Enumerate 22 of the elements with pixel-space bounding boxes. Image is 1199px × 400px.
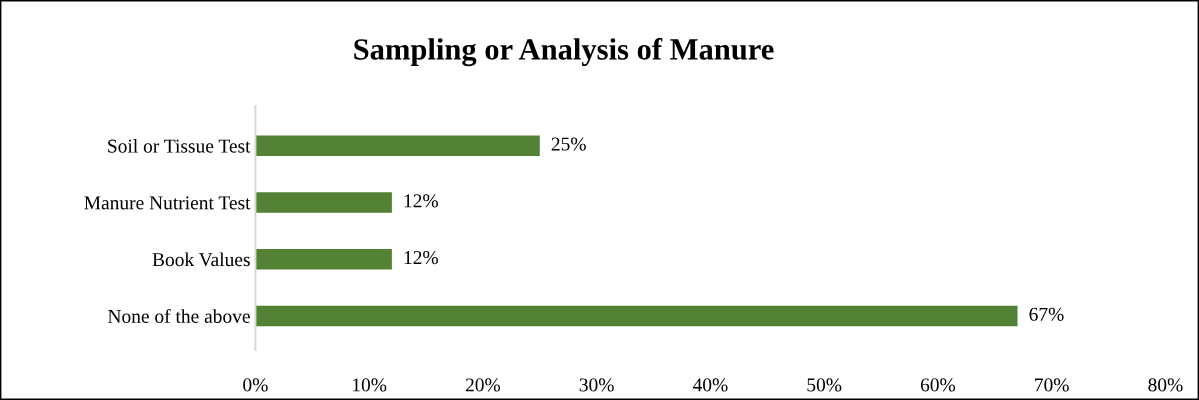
x-tick-label: 10%: [353, 378, 387, 392]
x-tick-label: 0%: [243, 378, 268, 392]
x-tick-label: 30%: [579, 378, 614, 392]
bar: [255, 305, 1018, 327]
y-tick-label: Manure Nutrient Test: [84, 196, 251, 210]
y-tick-label: None of the above: [108, 309, 250, 323]
chart-title: Sampling or Analysis of Manure: [354, 37, 774, 67]
x-tick-label: 50%: [807, 378, 842, 392]
bar: [255, 249, 392, 270]
data-label: 12%: [404, 250, 438, 265]
bar: [255, 135, 540, 156]
x-tick-label: 40%: [692, 378, 728, 392]
data-label: 12%: [404, 194, 438, 208]
x-tick-label: 70%: [1035, 378, 1069, 392]
y-tick-label: Soil or Tissue Test: [108, 138, 251, 153]
data-label: 25%: [551, 137, 586, 151]
x-tick-label: 20%: [465, 378, 501, 392]
data-label: 67%: [1029, 307, 1064, 321]
x-tick-label: 80%: [1148, 378, 1183, 392]
x-tick-label: 60%: [920, 378, 956, 392]
y-tick-label: Book Values: [152, 252, 250, 267]
bar: [255, 192, 392, 213]
